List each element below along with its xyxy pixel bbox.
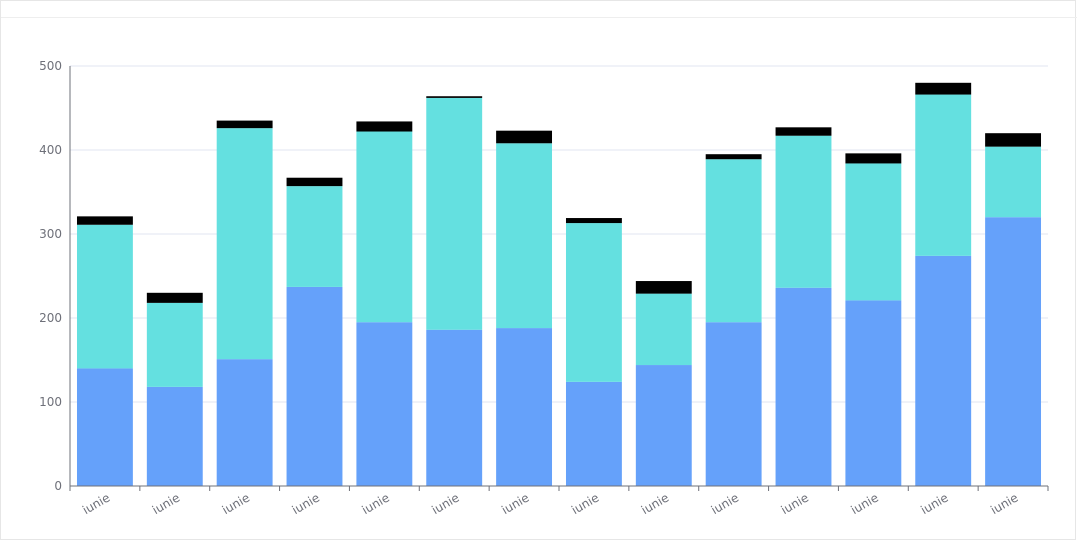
x-tick-label: iunie <box>849 490 881 516</box>
y-tick-label: 100 <box>39 395 62 409</box>
bar-segment <box>565 381 622 486</box>
x-tick-label: iunie <box>499 490 531 516</box>
bar-segment <box>216 128 273 360</box>
bar-segment <box>496 130 553 144</box>
bar-segment <box>775 127 832 136</box>
bar-segment <box>76 224 133 369</box>
bar-segment <box>705 322 762 486</box>
bar-segment <box>705 154 762 160</box>
y-tick-label: 300 <box>39 227 62 241</box>
bar-segment <box>985 217 1042 486</box>
bar-segment <box>356 322 413 486</box>
stacked-bar-chart: 0 100 200 300 400 500 iunie iunie iunie iunie iuni… <box>39 59 1049 516</box>
x-tick-label: iunie <box>709 490 741 516</box>
bar-segment <box>985 146 1042 218</box>
x-tick-label: iunie <box>779 490 811 516</box>
bar-segment <box>845 153 902 164</box>
bar-segment <box>705 159 762 323</box>
bar-segment <box>286 177 343 187</box>
x-tick-label: iunie <box>360 490 392 516</box>
bar-segment <box>635 365 692 486</box>
bar-segment <box>985 133 1042 147</box>
bar-segment <box>286 286 343 486</box>
bar-segment <box>426 329 483 486</box>
bar-segment <box>775 135 832 288</box>
bar-segment <box>635 281 692 294</box>
card-header <box>1 1 1077 18</box>
bar-segment <box>146 302 203 387</box>
bar-segment <box>216 359 273 486</box>
bar-segment <box>146 292 203 303</box>
bar-segment <box>915 82 972 95</box>
x-tick-label: iunie <box>150 490 182 516</box>
y-tick-label: 200 <box>39 311 62 325</box>
bar-segment <box>775 287 832 486</box>
bar-segment <box>496 143 553 329</box>
x-tick-label: iunie <box>639 490 671 516</box>
x-tick-label: iunie <box>918 490 950 516</box>
x-tick-label: iunie <box>429 490 461 516</box>
y-tick-label: 400 <box>39 143 62 157</box>
bar-segment <box>496 328 553 486</box>
x-tick-label: iunie <box>80 490 112 516</box>
bar-segment <box>915 255 972 486</box>
bar-segment <box>635 293 692 366</box>
bar-segment <box>845 163 902 301</box>
bar-segment <box>146 386 203 486</box>
bar-segment <box>286 186 343 287</box>
x-tick-label: iunie <box>220 490 252 516</box>
bar-segment <box>76 216 133 225</box>
bar-segment <box>356 131 413 323</box>
bar-segment <box>426 97 483 330</box>
bar-segment <box>845 300 902 486</box>
bar-segment <box>76 368 133 486</box>
bar-segment <box>356 121 413 132</box>
x-tick-label: iunie <box>988 490 1020 516</box>
y-tick-label: 500 <box>39 59 62 73</box>
x-tick-label: iunie <box>569 490 601 516</box>
bar-segment <box>915 94 972 256</box>
y-tick-label: 0 <box>54 479 62 493</box>
bar-segment <box>565 218 622 224</box>
bar-segment <box>216 120 273 129</box>
bar-segment <box>565 223 622 382</box>
bar-segment <box>426 96 483 98</box>
x-tick-label: iunie <box>290 490 322 516</box>
